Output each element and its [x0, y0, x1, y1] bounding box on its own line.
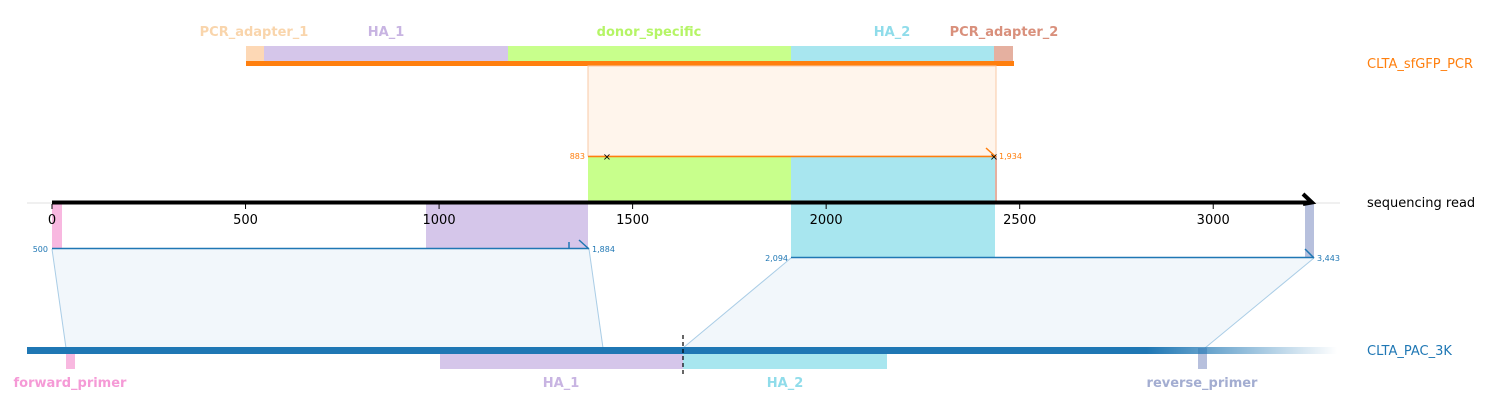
- pac-alignment-1-start-label: 500: [33, 245, 48, 254]
- read-axis-ticks: 0 500 1000 1500 2000 2500 3000: [48, 204, 1230, 228]
- pcr-alignment: × × 883 1,934: [570, 65, 1022, 202]
- pcr-adapter-2-label: PCR_adapter_2: [950, 25, 1059, 40]
- pac-reverse-primer-block: [1198, 348, 1207, 369]
- mismatch-marker: ×: [603, 152, 611, 163]
- pcr-alignment-shade: [587, 65, 997, 157]
- read-track-label: sequencing read: [1367, 196, 1475, 211]
- read-axis-tick-label: 0: [48, 213, 56, 228]
- donor-specific-block: [508, 46, 791, 63]
- pcr-alignment-start-label: 883: [570, 152, 585, 161]
- forward-primer-label: forward_primer: [14, 376, 128, 391]
- read-axis-tick-label: 3000: [1197, 213, 1230, 228]
- pac-bar-fade: [1147, 347, 1337, 354]
- read-reverse-primer-block: [1305, 203, 1314, 258]
- pac-alignment-1-end-label: 1,884: [592, 245, 615, 254]
- pcr-alignment-end-tick: [985, 147, 997, 158]
- pcr-adapter-1-block: [246, 46, 264, 63]
- pcr-adapter-1-label: PCR_adapter_1: [200, 25, 309, 40]
- ha-1-top-label: HA_1: [368, 25, 405, 40]
- pac-bar: [27, 347, 1147, 354]
- pcr-track-label: CLTA_sfGFP_PCR: [1367, 57, 1473, 72]
- read-ha1-block: [426, 203, 588, 249]
- read-ha2-lower-block: [791, 203, 995, 258]
- pac-alignment-2-start-label: 2,094: [765, 254, 788, 263]
- pcr-track: [246, 46, 1014, 66]
- ha-1-top-block: [264, 46, 508, 63]
- pcr-alignment-end-label: 1,934: [999, 152, 1022, 161]
- read-axis-tick-label: 2500: [1003, 213, 1036, 228]
- ha-1-bottom-label: HA_1: [543, 376, 580, 391]
- pac-alignment-1-end-tick: [578, 239, 590, 250]
- pcr-bar: [246, 61, 1014, 66]
- reverse-primer-label: reverse_primer: [1147, 376, 1259, 391]
- read-arrow-head: [1301, 192, 1317, 206]
- read-donor-block: [588, 156, 791, 202]
- pac-alignment-2-end-tick: [1304, 248, 1315, 259]
- pcr-adapter-2-block: [994, 46, 1013, 63]
- read-axis-tick-label: 1000: [423, 213, 456, 228]
- pac-track-label: CLTA_PAC_3K: [1367, 344, 1452, 359]
- donor-specific-label: donor_specific: [597, 25, 702, 40]
- pac-alignment-2: 2,094 3,443: [682, 248, 1340, 349]
- ha-2-top-block: [791, 46, 994, 63]
- ha-2-top-label: HA_2: [874, 25, 911, 40]
- read-axis-tick-label: 2000: [810, 213, 843, 228]
- pac-track: [27, 335, 1337, 375]
- pac-alignment-1-shade: [52, 249, 603, 348]
- read-forward-primer-block: [52, 203, 62, 249]
- mismatch-marker: ×: [990, 152, 998, 163]
- read-axis-tick-label: 1500: [616, 213, 649, 228]
- read-axis: 0 500 1000 1500 2000 2500 3000: [27, 192, 1340, 258]
- pac-alignment-1: 500 1,884: [33, 239, 615, 349]
- read-adapter-sliver: [995, 156, 997, 202]
- ha-2-bottom-label: HA_2: [767, 376, 804, 391]
- read-axis-tick-label: 500: [233, 213, 258, 228]
- read-ha2-block: [791, 156, 995, 202]
- pac-forward-primer-block: [66, 348, 75, 369]
- pac-alignment-2-end-label: 3,443: [1317, 254, 1340, 263]
- pac-alignment-2-shade: [683, 258, 1314, 348]
